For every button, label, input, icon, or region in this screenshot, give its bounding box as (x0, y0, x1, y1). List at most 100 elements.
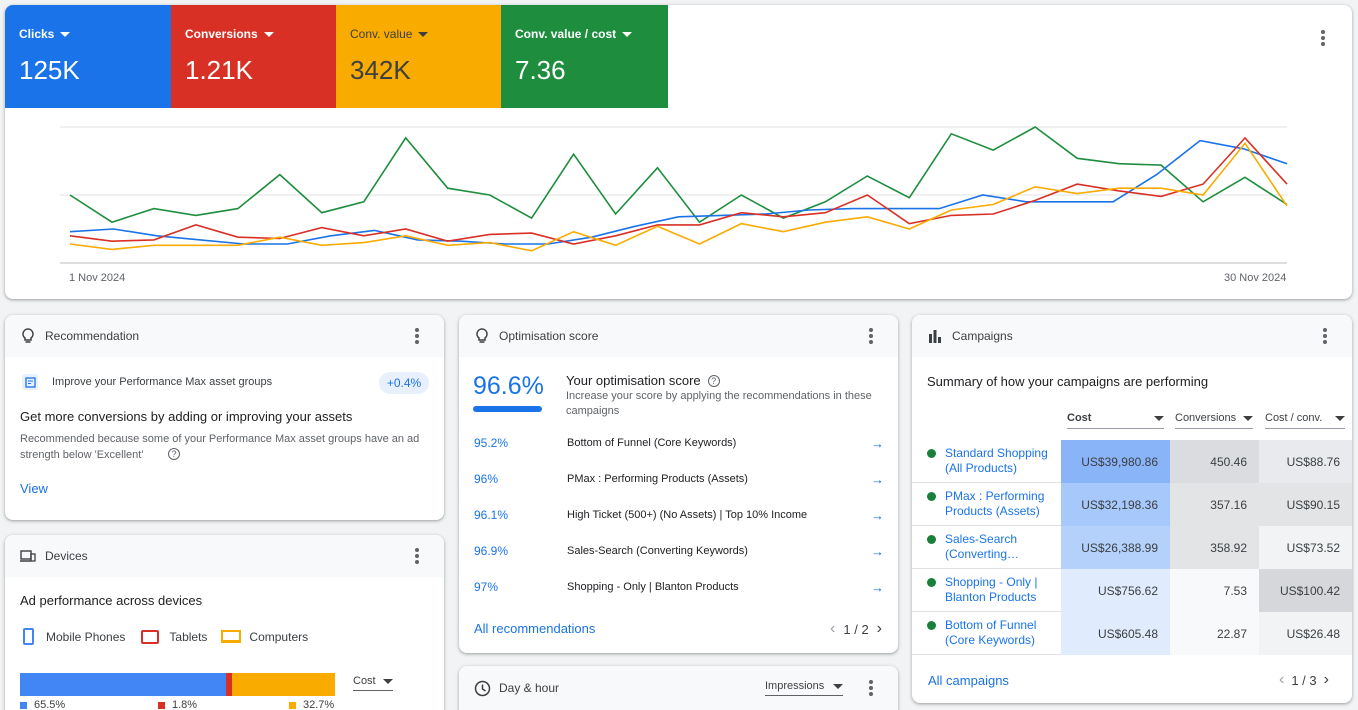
metric-tile-clicks[interactable]: Clicks 125K (5, 5, 171, 108)
card-header: Optimisation score (459, 315, 898, 357)
conversions-cell: 357.16 (1170, 483, 1259, 526)
x-axis-start-label: 1 Nov 2024 (69, 272, 126, 284)
row-campaign: PMax : Performing Products (Assets) (567, 473, 748, 485)
recommendation-card: Recommendation Improve your Performance … (5, 315, 444, 520)
more-options-icon[interactable] (862, 327, 880, 345)
campaign-name[interactable]: Shopping - Only | (945, 575, 1038, 589)
campaign-name[interactable]: PMax : Performing (945, 489, 1045, 503)
cost-cell: US$26,388.99 (1061, 526, 1170, 569)
campaigns-pagination: ‹ 1 / 3 › (1279, 671, 1329, 689)
help-icon[interactable]: ? (707, 374, 720, 387)
all-campaigns-link[interactable]: All campaigns (928, 673, 1009, 688)
recommendation-item[interactable]: Improve your Performance Max asset group… (52, 376, 273, 388)
metric-selector[interactable]: Impressions (765, 680, 843, 696)
performance-line-chart (60, 126, 1288, 264)
performance-card: Clicks 125K Conversions 1.21K Conv. valu… (5, 5, 1352, 299)
series-line-1 (69, 139, 1288, 245)
view-link[interactable]: View (20, 481, 48, 496)
conversions-cell: 22.87 (1170, 612, 1259, 655)
table-row[interactable]: PMax : Performing Products (Assets) US$32… (912, 483, 1352, 526)
campaign-name[interactable]: Products (Assets) (945, 504, 1040, 518)
share-value: 65.5% (34, 699, 66, 710)
optimisation-row[interactable]: 96% PMax : Performing Products (Assets) → (474, 469, 884, 489)
chevron-right-icon[interactable]: › (1323, 671, 1329, 688)
computer-icon (221, 630, 242, 643)
campaign-name[interactable]: Sales-Search (945, 532, 1018, 546)
cost-cell: US$605.48 (1061, 612, 1170, 655)
legend-label: Mobile Phones (46, 629, 126, 644)
campaign-name[interactable]: Bottom of Funnel (945, 618, 1037, 632)
series-line-3 (69, 141, 1288, 252)
optimisation-row[interactable]: 97% Shopping - Only | Blanton Products → (474, 577, 884, 597)
metric-tile-conversions[interactable]: Conversions 1.21K (171, 5, 336, 108)
row-score: 96% (474, 472, 499, 486)
x-axis-end-label: 30 Nov 2024 (1224, 272, 1287, 284)
row-campaign: Sales-Search (Converting Keywords) (567, 545, 748, 557)
row-score: 96.9% (474, 544, 509, 558)
column-header-cost-per-conv[interactable]: Cost / conv. (1265, 412, 1345, 429)
metric-selector[interactable]: Cost (353, 675, 393, 691)
campaign-name[interactable]: (All Products) (945, 461, 1018, 475)
cost-per-conv-cell: US$100.42 (1259, 569, 1352, 612)
metric-value: 7.36 (515, 55, 566, 85)
arrow-right-icon[interactable]: → (871, 435, 884, 451)
more-options-icon[interactable] (1316, 327, 1334, 345)
score-progress-bar (473, 406, 542, 412)
dropdown-icon (383, 678, 393, 684)
metric-label: Clicks (19, 27, 55, 41)
table-row[interactable]: Sales-Search (Converting… US$26,388.99 35… (912, 526, 1352, 569)
cost-cell: US$32,198.36 (1061, 483, 1170, 526)
more-options-icon[interactable] (862, 679, 880, 697)
chevron-left-icon[interactable]: ‹ (830, 620, 836, 637)
metric-tile-conv-value-cost[interactable]: Conv. value / cost 7.36 (501, 5, 668, 108)
help-icon[interactable]: ? (168, 448, 180, 460)
campaign-name[interactable]: (Converting… (945, 547, 1020, 561)
dropdown-icon (1335, 415, 1345, 421)
clock-icon (473, 679, 491, 697)
score-uplift-badge: +0.4% (379, 372, 429, 394)
metric-selector-label: Impressions (765, 680, 825, 692)
card-title: Campaigns (952, 329, 1013, 343)
optimisation-row[interactable]: 96.1% High Ticket (500+) (No Assets) | To… (474, 505, 884, 525)
campaign-name[interactable]: (Core Keywords) (945, 633, 1036, 647)
mobile-phone-icon (23, 628, 34, 645)
more-options-icon[interactable] (1314, 29, 1332, 47)
more-options-icon[interactable] (408, 327, 426, 345)
chevron-right-icon[interactable]: › (876, 620, 882, 637)
column-label: Cost (1067, 412, 1092, 424)
metric-value: 125K (19, 55, 80, 85)
optimisation-row[interactable]: 96.9% Sales-Search (Converting Keywords) → (474, 541, 884, 561)
device-share-bar (20, 673, 335, 696)
all-recommendations-link[interactable]: All recommendations (474, 621, 596, 636)
metric-label: Conv. value / cost (515, 27, 617, 41)
table-row[interactable]: Shopping - Only | Blanton Products US$756… (912, 569, 1352, 612)
arrow-right-icon[interactable]: → (871, 579, 884, 595)
cost-cell: US$39,980.86 (1061, 440, 1170, 483)
share-value: 1.8% (172, 699, 198, 710)
column-header-cost[interactable]: Cost (1067, 412, 1164, 429)
series-line-2 (69, 136, 1288, 245)
cost-per-conv-cell: US$26.48 (1259, 612, 1352, 655)
campaigns-table: Standard Shopping (All Products) US$39,98… (912, 440, 1352, 656)
metric-label: Conversions (185, 27, 258, 41)
asset-group-icon (22, 374, 38, 390)
campaign-name[interactable]: Standard Shopping (945, 446, 1048, 460)
campaign-name[interactable]: Blanton Products (945, 590, 1037, 604)
arrow-right-icon[interactable]: → (871, 543, 884, 559)
recommendation-headline: Get more conversions by adding or improv… (20, 409, 353, 424)
mobile-share-segment (20, 673, 227, 696)
more-options-icon[interactable] (408, 547, 426, 565)
table-row[interactable]: Bottom of Funnel (Core Keywords) US$605.4… (912, 612, 1352, 655)
share-value: 32.7% (303, 699, 335, 710)
status-dot-icon (927, 535, 936, 544)
devices-subtitle: Ad performance across devices (20, 593, 203, 608)
table-row[interactable]: Standard Shopping (All Products) US$39,98… (912, 440, 1352, 483)
chevron-left-icon[interactable]: ‹ (1279, 671, 1285, 688)
column-header-conversions[interactable]: Conversions (1175, 412, 1253, 429)
card-header: Day & hour Impressions (459, 666, 898, 710)
arrow-right-icon[interactable]: → (871, 471, 884, 487)
arrow-right-icon[interactable]: → (871, 507, 884, 523)
dropdown-icon (263, 31, 274, 37)
metric-tile-conv-value[interactable]: Conv. value 342K (336, 5, 501, 108)
optimisation-row[interactable]: 95.2% Bottom of Funnel (Core Keywords) → (474, 433, 884, 453)
